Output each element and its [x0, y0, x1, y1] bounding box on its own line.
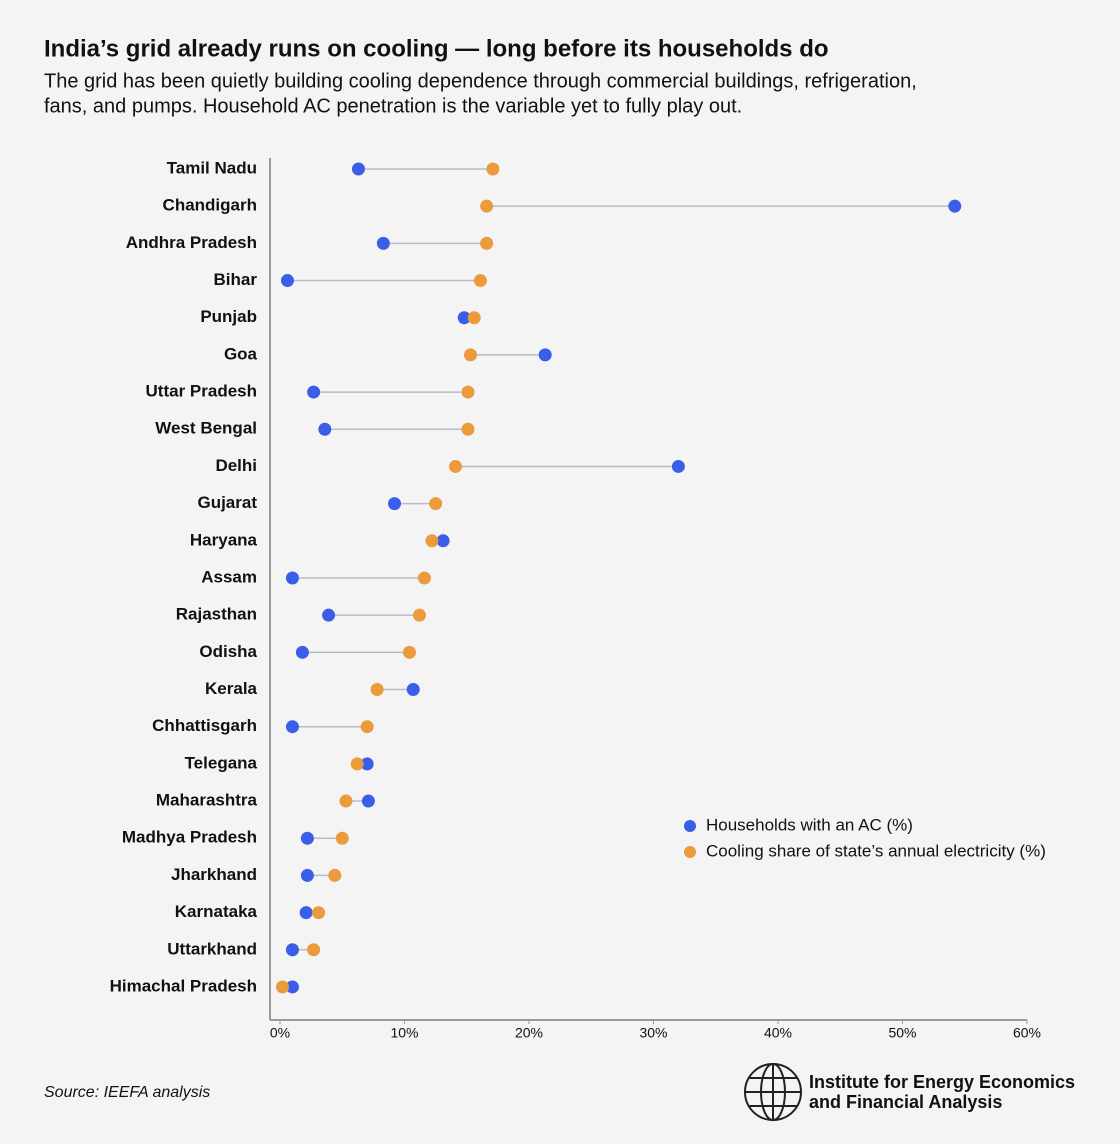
dot — [417, 571, 431, 585]
dot — [280, 274, 294, 288]
y-tick-label: Punjab — [200, 307, 257, 326]
x-tick-label: 0% — [270, 1025, 290, 1041]
dot — [351, 162, 365, 176]
y-tick-label: Assam — [201, 567, 257, 586]
dot — [360, 720, 374, 734]
dot — [322, 608, 336, 622]
dot — [473, 274, 487, 288]
dot — [339, 794, 353, 808]
dot — [370, 683, 384, 697]
dot — [538, 348, 552, 362]
dot — [307, 943, 321, 957]
legend-swatch — [684, 820, 696, 832]
y-tick-label: Maharashtra — [156, 791, 258, 810]
dot — [461, 385, 475, 399]
y-tick-label: Karnataka — [175, 902, 258, 921]
dot — [360, 757, 374, 771]
y-tick-label: Rajasthan — [176, 605, 257, 624]
y-tick-label: Telegana — [185, 753, 258, 772]
dot — [350, 757, 364, 771]
legend-swatch — [684, 846, 696, 858]
y-tick-label: Gujarat — [197, 493, 257, 512]
chart-title: India’s grid already runs on cooling — l… — [44, 35, 829, 62]
dot — [285, 720, 299, 734]
x-tick-label: 30% — [639, 1025, 667, 1041]
dot — [406, 683, 420, 697]
dot — [449, 459, 463, 473]
dot — [299, 906, 313, 920]
dot — [671, 459, 685, 473]
legend-label: Cooling share of state’s annual electric… — [706, 841, 1046, 860]
dot — [285, 943, 299, 957]
dot — [461, 422, 475, 436]
dot — [412, 608, 426, 622]
y-tick-label: Chhattisgarh — [152, 716, 257, 735]
dot — [335, 831, 349, 845]
y-tick-label: West Bengal — [155, 419, 257, 438]
y-tick-label: Haryana — [190, 530, 258, 549]
dot — [486, 162, 500, 176]
x-tick-label: 50% — [888, 1025, 916, 1041]
dot — [480, 199, 494, 213]
dot — [328, 868, 342, 882]
y-tick-label: Delhi — [215, 456, 257, 475]
y-tick-label: Himachal Pradesh — [110, 976, 257, 995]
y-tick-label: Uttar Pradesh — [146, 382, 257, 401]
y-tick-label: Uttarkhand — [167, 939, 257, 958]
dot — [436, 534, 450, 548]
dot — [402, 645, 416, 659]
dot — [480, 236, 494, 250]
subtitle: The grid has been quietly building cooli… — [44, 70, 917, 92]
dot — [295, 645, 309, 659]
legend-label: Households with an AC (%) — [706, 815, 913, 834]
y-tick-label: Tamil Nadu — [167, 158, 257, 177]
y-tick-label: Jharkhand — [171, 865, 257, 884]
dot — [312, 906, 326, 920]
dot — [285, 571, 299, 585]
dot — [948, 199, 962, 213]
source: Source: IEEFA analysis — [44, 1084, 210, 1101]
dot — [300, 831, 314, 845]
y-tick-label: Madhya Pradesh — [122, 828, 257, 847]
dot — [307, 385, 321, 399]
dot — [463, 348, 477, 362]
x-tick-label: 60% — [1013, 1025, 1041, 1041]
y-tick-label: Goa — [224, 344, 258, 363]
logo-globe — [744, 1063, 802, 1121]
dot — [467, 311, 481, 325]
dot — [300, 868, 314, 882]
y-tick-label: Chandigarh — [163, 196, 257, 215]
logo-text: Institute for Energy Economics — [809, 1072, 1075, 1092]
dot — [425, 534, 439, 548]
dot — [388, 497, 402, 511]
x-tick-label: 20% — [515, 1025, 543, 1041]
logo-text: and Financial Analysis — [809, 1092, 1002, 1112]
y-tick-label: Bihar — [214, 270, 258, 289]
dot — [457, 311, 471, 325]
dot — [275, 980, 289, 994]
dot — [361, 794, 375, 808]
y-tick-label: Kerala — [205, 679, 258, 698]
y-tick-label: Andhra Pradesh — [126, 233, 257, 252]
dot — [318, 422, 332, 436]
x-tick-label: 10% — [390, 1025, 418, 1041]
y-tick-label: Odisha — [199, 642, 257, 661]
dot — [429, 497, 443, 511]
x-tick-label: 40% — [764, 1025, 792, 1041]
dot — [285, 980, 299, 994]
subtitle: fans, and pumps. Household AC penetratio… — [44, 95, 742, 117]
dot — [376, 236, 390, 250]
